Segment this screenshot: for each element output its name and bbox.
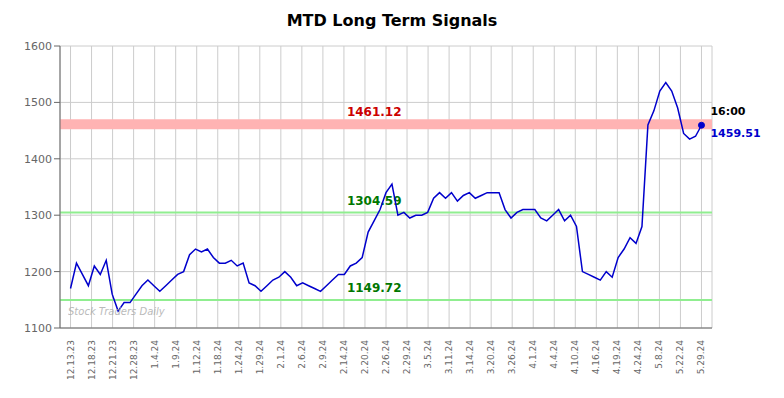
svg-text:1304.59: 1304.59 [347,194,402,208]
svg-text:12.21.23: 12.21.23 [108,340,118,380]
svg-text:4.16.24: 4.16.24 [591,340,601,375]
svg-text:4.10.24: 4.10.24 [570,340,580,375]
svg-text:1100: 1100 [24,322,52,335]
svg-text:5.22.24: 5.22.24 [675,340,685,375]
svg-text:3.26.24: 3.26.24 [507,340,517,375]
svg-text:4.19.24: 4.19.24 [612,340,622,375]
svg-text:1.12.24: 1.12.24 [192,340,202,375]
svg-text:2.20.24: 2.20.24 [360,340,370,375]
svg-text:1149.72: 1149.72 [347,281,402,295]
svg-text:4.1.24: 4.1.24 [528,340,538,369]
svg-text:2.29.24: 2.29.24 [402,340,412,375]
svg-text:4.4.24: 4.4.24 [549,340,559,369]
svg-text:3.5.24: 3.5.24 [423,340,433,369]
svg-text:1459.51: 1459.51 [710,127,760,140]
svg-text:5.8.24: 5.8.24 [654,340,664,369]
svg-text:5.29.24: 5.29.24 [696,340,706,375]
svg-text:3.11.24: 3.11.24 [444,340,454,375]
html-text:Stock Traders Daily: Stock Traders Daily [68,306,165,317]
svg-text:1461.12: 1461.12 [347,105,402,119]
svg-text:1.18.24: 1.18.24 [213,340,223,375]
svg-text:1500: 1500 [24,96,52,109]
svg-text:3.20.24: 3.20.24 [486,340,496,375]
svg-text:2.1.24: 2.1.24 [276,340,286,369]
svg-text:2.9.24: 2.9.24 [318,340,328,369]
svg-text:2.26.24: 2.26.24 [381,340,391,375]
svg-text:4.24.24: 4.24.24 [633,340,643,375]
svg-text:12.13.23: 12.13.23 [66,340,76,380]
svg-text:1400: 1400 [24,153,52,166]
svg-text:2.6.24: 2.6.24 [297,340,307,369]
svg-text:1300: 1300 [24,209,52,222]
svg-text:16:00: 16:00 [710,105,745,118]
svg-text:1.29.24: 1.29.24 [255,340,265,375]
svg-text:3.14.24: 3.14.24 [465,340,475,375]
svg-text:12.18.23: 12.18.23 [87,340,97,380]
svg-text:2.14.24: 2.14.24 [339,340,349,375]
svg-text:1200: 1200 [24,266,52,279]
svg-text:1.9.24: 1.9.24 [171,340,181,369]
svg-text:1.24.24: 1.24.24 [234,340,244,375]
svg-text:12.28.23: 12.28.23 [129,340,139,380]
html-text:MTD Long Term Signals: MTD Long Term Signals [286,11,498,30]
svg-text:1600: 1600 [24,40,52,53]
svg-text:1.4.24: 1.4.24 [150,340,160,369]
